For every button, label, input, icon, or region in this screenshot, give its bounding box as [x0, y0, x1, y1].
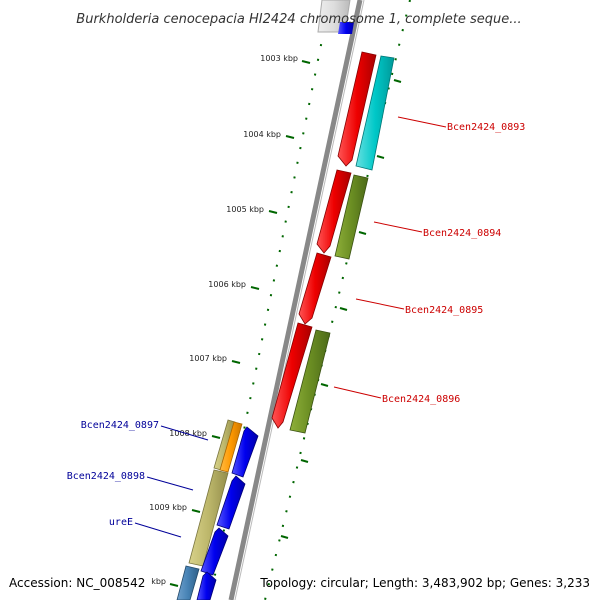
summary-text: Topology: circular; Length: 3,483,902 bp…: [259, 576, 590, 590]
label-bcen2424-0897[interactable]: Bcen2424_0897: [81, 420, 159, 431]
tick-1007: [231, 360, 241, 364]
tick-bottom: [169, 583, 179, 587]
tick-label-bottom: kbp: [151, 577, 166, 586]
gene-bcen2424-0897[interactable]: [231, 426, 259, 478]
callout-uree: [134, 522, 182, 538]
label-bcen2424-0895[interactable]: Bcen2424_0895: [405, 305, 483, 316]
cog-steel-bottom[interactable]: [176, 565, 200, 600]
tick-label-1003: 1003 kbp: [260, 54, 298, 63]
callout-bcen2424-0895: [355, 298, 405, 310]
reverse-strand-genes: [271, 51, 395, 434]
tick-label-1005: 1005 kbp: [226, 205, 264, 214]
accession-text: Accession: NC_008542: [9, 576, 145, 590]
gene-bcen2424-0895[interactable]: [298, 252, 332, 325]
tick-1008: [211, 435, 221, 439]
cog-bcen2424-0897-orange[interactable]: [219, 421, 243, 473]
tick-1005: [268, 210, 278, 214]
tick-1009: [191, 509, 201, 513]
tick-marks: 1003 kbp 1004 kbp 1005 kbp 1006 kbp 1007…: [149, 54, 402, 587]
tick-label-1006: 1006 kbp: [208, 280, 246, 289]
map-title: Burkholderia cenocepacia HI2424 chromoso…: [76, 12, 521, 27]
outer-tick-7: [280, 535, 289, 539]
outer-tick-track: [264, 0, 411, 600]
cog-bcen2424-0893[interactable]: [355, 55, 395, 171]
cog-bcen2424-0896[interactable]: [289, 329, 331, 434]
tick-1006: [250, 286, 260, 290]
outer-tick-3: [358, 231, 367, 235]
label-bcen2424-0893[interactable]: Bcen2424_0893: [447, 122, 525, 133]
label-bcen2424-0894[interactable]: Bcen2424_0894: [423, 228, 501, 239]
gene-bcen2424-0893[interactable]: [337, 51, 377, 167]
gene-labels: Bcen2424_0893 Bcen2424_0894 Bcen2424_089…: [67, 122, 526, 528]
label-uree[interactable]: ureE: [109, 517, 133, 528]
tick-label-1004: 1004 kbp: [243, 130, 281, 139]
cog-bcen2424-0894[interactable]: [334, 174, 369, 260]
callout-bcen2424-0893: [397, 116, 447, 128]
tick-label-1009: 1009 kbp: [149, 503, 187, 512]
tick-label-1007: 1007 kbp: [189, 354, 227, 363]
outer-tick-2: [376, 155, 385, 159]
tick-1004: [285, 135, 295, 139]
label-bcen2424-0898[interactable]: Bcen2424_0898: [67, 471, 145, 482]
outer-tick-4: [339, 307, 348, 311]
callout-lines: [134, 116, 447, 538]
outer-tick-6: [300, 459, 309, 463]
backbone-line-edge: [234, 0, 365, 600]
gene-bottom-partial[interactable]: [196, 571, 217, 600]
forward-strand-genes: [176, 419, 259, 600]
callout-bcen2424-0898: [146, 476, 194, 491]
callout-bcen2424-0894: [373, 221, 423, 233]
gene-bcen2424-0898[interactable]: [216, 475, 246, 530]
tick-label-1008: 1008 kbp: [169, 429, 207, 438]
callout-bcen2424-0897: [160, 425, 209, 441]
backbone-line: [228, 0, 363, 600]
top-feature-group[interactable]: [317, 0, 354, 34]
tick-1003: [301, 60, 311, 64]
gene-bcen2424-0896[interactable]: [271, 322, 313, 429]
callout-bcen2424-0896: [333, 386, 382, 399]
top-feature-blue[interactable]: [338, 22, 354, 34]
outer-tick-1: [393, 79, 402, 83]
gene-bcen2424-0894[interactable]: [316, 169, 352, 254]
label-bcen2424-0896[interactable]: Bcen2424_0896: [382, 394, 460, 405]
outer-tick-5: [320, 383, 329, 387]
